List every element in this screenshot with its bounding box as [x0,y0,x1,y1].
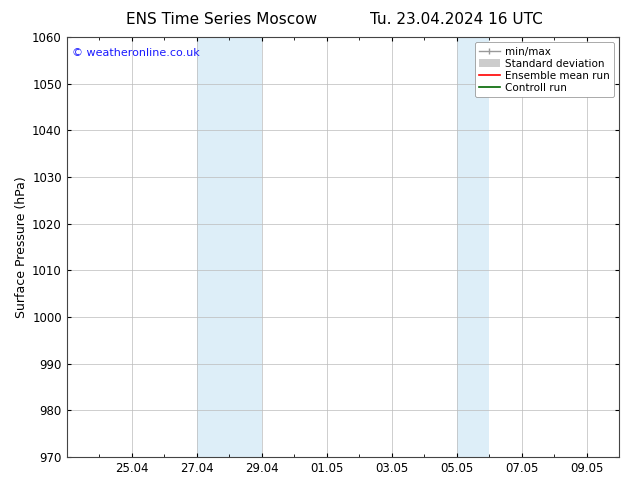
Text: Tu. 23.04.2024 16 UTC: Tu. 23.04.2024 16 UTC [370,12,543,27]
Text: ENS Time Series Moscow: ENS Time Series Moscow [126,12,318,27]
Bar [197,37,262,457]
Bar [456,37,489,457]
Text: © weatheronline.co.uk: © weatheronline.co.uk [72,48,200,58]
Legend: min/max, Standard deviation, Ensemble mean run, Controll run: min/max, Standard deviation, Ensemble me… [475,42,614,97]
Y-axis label: Surface Pressure (hPa): Surface Pressure (hPa) [15,176,28,318]
